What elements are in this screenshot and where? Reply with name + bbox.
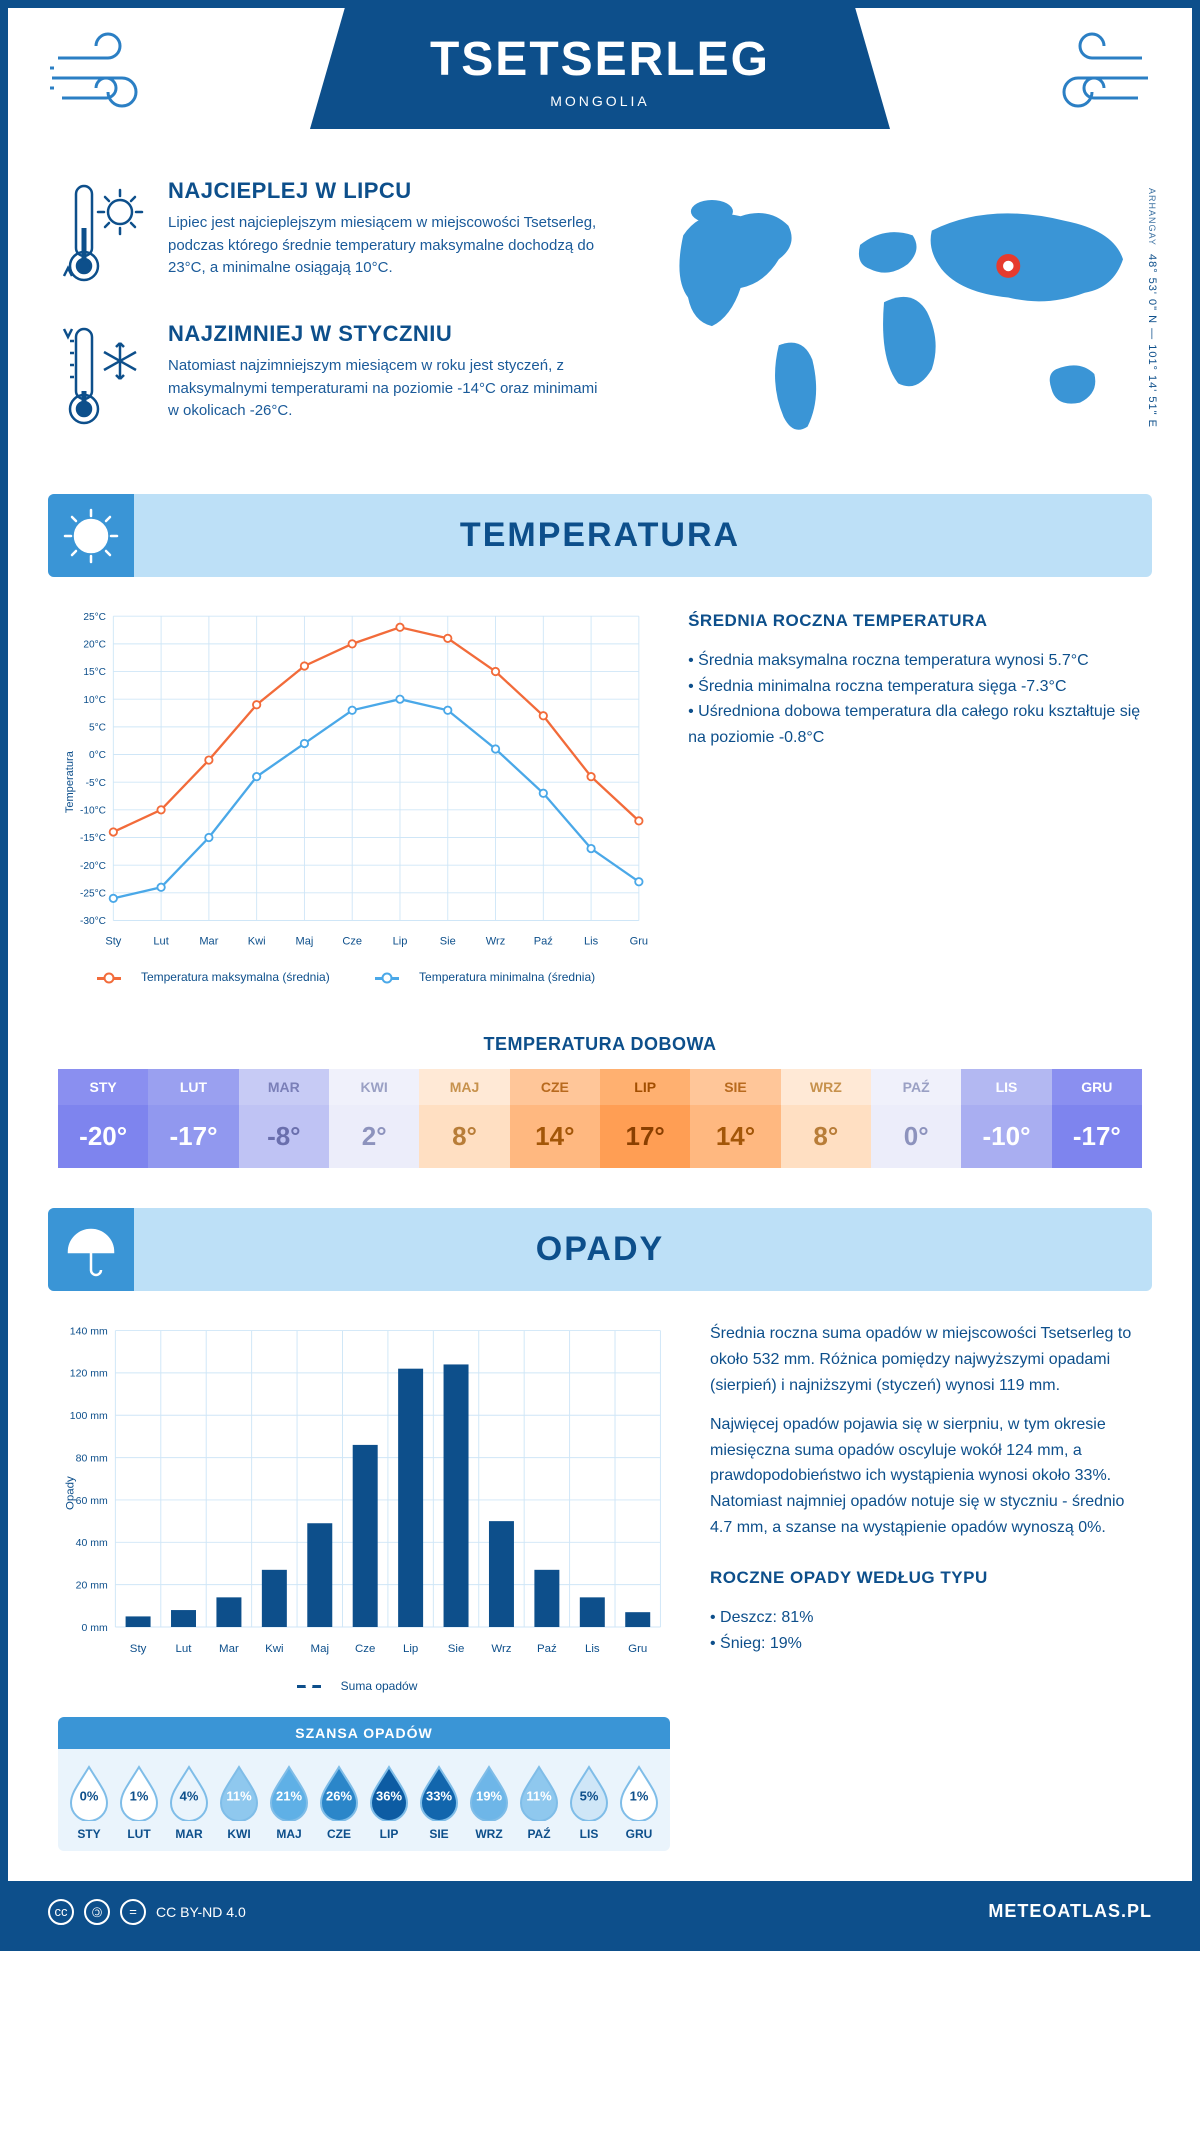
svg-text:Wrz: Wrz — [491, 1643, 511, 1655]
chance-drop: 36% LIP — [366, 1763, 412, 1841]
svg-text:25°C: 25°C — [83, 612, 106, 623]
sun-icon — [48, 494, 134, 577]
svg-text:5°C: 5°C — [89, 723, 106, 734]
svg-text:15°C: 15°C — [83, 667, 106, 678]
svg-text:0°C: 0°C — [89, 750, 106, 761]
chance-drop: 11% KWI — [216, 1763, 262, 1841]
svg-text:Maj: Maj — [296, 935, 314, 947]
svg-text:60 mm: 60 mm — [76, 1495, 108, 1507]
svg-text:Gru: Gru — [630, 935, 648, 947]
chance-drop: 19% WRZ — [466, 1763, 512, 1841]
chance-drop: 0% STY — [66, 1763, 112, 1841]
precip-type-list: Deszcz: 81%Śnieg: 19% — [710, 1605, 1142, 1656]
chance-drop: 33% SIE — [416, 1763, 462, 1841]
precip-chance-box: SZANSA OPADÓW 0% STY 1% LUT 4% MAR 11% K… — [58, 1717, 670, 1851]
svg-text:Sty: Sty — [105, 935, 121, 947]
svg-text:-30°C: -30°C — [80, 916, 106, 927]
svg-text:10°C: 10°C — [83, 695, 106, 706]
footer: cc 🄯 = CC BY-ND 4.0 METEOATLAS.PL — [8, 1881, 1192, 1943]
svg-text:120 mm: 120 mm — [70, 1368, 108, 1380]
svg-text:0 mm: 0 mm — [81, 1622, 108, 1634]
wind-icon — [48, 28, 168, 128]
chance-drop: 21% MAJ — [266, 1763, 312, 1841]
chance-drop: 11% PAŹ — [516, 1763, 562, 1841]
thermometer-sun-icon — [58, 178, 148, 293]
svg-text:Cze: Cze — [342, 935, 362, 947]
svg-text:-15°C: -15°C — [80, 833, 106, 844]
svg-text:20 mm: 20 mm — [76, 1580, 108, 1592]
city-name: TSETSERLEG — [430, 32, 770, 87]
svg-text:Kwi: Kwi — [248, 935, 266, 947]
svg-text:Mar: Mar — [199, 935, 218, 947]
svg-text:Paź: Paź — [537, 1643, 557, 1655]
svg-text:Mar: Mar — [219, 1643, 239, 1655]
chance-drop: 26% CZE — [316, 1763, 362, 1841]
svg-text:-20°C: -20°C — [80, 861, 106, 872]
coldest-fact: NAJZIMNIEJ W STYCZNIU Natomiast najzimni… — [58, 321, 605, 436]
svg-text:40 mm: 40 mm — [76, 1537, 108, 1549]
temperature-section-header: TEMPERATURA — [48, 494, 1152, 577]
svg-text:Sie: Sie — [448, 1643, 465, 1655]
precip-legend: Suma opadów — [58, 1679, 670, 1693]
svg-text:20°C: 20°C — [83, 640, 106, 651]
thermometer-snow-icon — [58, 321, 148, 436]
svg-text:Opady: Opady — [64, 1476, 76, 1510]
svg-text:100 mm: 100 mm — [70, 1410, 108, 1422]
svg-text:Lis: Lis — [585, 1643, 600, 1655]
chance-drop: 5% LIS — [566, 1763, 612, 1841]
svg-text:Lut: Lut — [176, 1643, 193, 1655]
header: TSETSERLEG MONGOLIA — [8, 8, 1192, 168]
world-map — [645, 178, 1142, 446]
annual-temp-heading: ŚREDNIA ROCZNA TEMPERATURA — [688, 607, 1142, 634]
svg-text:Cze: Cze — [355, 1643, 375, 1655]
svg-text:140 mm: 140 mm — [70, 1326, 108, 1338]
warmest-text: Lipiec jest najcieplejszym miesiącem w m… — [168, 212, 605, 280]
license: cc 🄯 = CC BY-ND 4.0 — [48, 1899, 246, 1925]
annual-temp-bullets: Średnia maksymalna roczna temperatura wy… — [688, 648, 1142, 750]
svg-text:80 mm: 80 mm — [76, 1453, 108, 1465]
country-name: MONGOLIA — [430, 93, 770, 109]
warmest-fact: NAJCIEPLEJ W LIPCU Lipiec jest najcieple… — [58, 178, 605, 293]
precip-para-2: Najwięcej opadów pojawia się w sierpniu,… — [710, 1412, 1142, 1540]
svg-text:Lis: Lis — [584, 935, 599, 947]
daily-temp-table: STYLUTMARKWIMAJCZELIPSIEWRZPAŹLISGRU-20°… — [58, 1069, 1142, 1168]
precip-type-heading: ROCZNE OPADY WEDŁUG TYPU — [710, 1564, 1142, 1591]
svg-text:Wrz: Wrz — [486, 935, 505, 947]
title-tab: TSETSERLEG MONGOLIA — [310, 8, 890, 129]
coldest-text: Natomiast najzimniejszym miesiącem w rok… — [168, 355, 605, 423]
svg-text:Lut: Lut — [153, 935, 168, 947]
daily-temp-title: TEMPERATURA DOBOWA — [8, 1034, 1192, 1055]
brand: METEOATLAS.PL — [988, 1901, 1152, 1922]
svg-text:Sty: Sty — [130, 1643, 147, 1655]
warmest-title: NAJCIEPLEJ W LIPCU — [168, 178, 605, 204]
svg-text:Gru: Gru — [628, 1643, 647, 1655]
svg-text:Temperatura: Temperatura — [64, 750, 76, 813]
precip-para-1: Średnia roczna suma opadów w miejscowośc… — [710, 1321, 1142, 1398]
chance-drop: 1% GRU — [616, 1763, 662, 1841]
svg-text:Lip: Lip — [403, 1643, 418, 1655]
svg-text:Kwi: Kwi — [265, 1643, 283, 1655]
svg-text:-25°C: -25°C — [80, 889, 106, 900]
svg-text:Paź: Paź — [534, 935, 553, 947]
svg-text:-5°C: -5°C — [86, 778, 106, 789]
coordinates: ARHANGAY 48° 53' 0" N — 101° 14' 51" E — [1146, 188, 1158, 428]
precip-section-header: OPADY — [48, 1208, 1152, 1291]
svg-text:Maj: Maj — [311, 1643, 329, 1655]
temp-chart-legend: Temperatura maksymalna (średnia) Tempera… — [58, 970, 648, 984]
coldest-title: NAJZIMNIEJ W STYCZNIU — [168, 321, 605, 347]
svg-text:-10°C: -10°C — [80, 806, 106, 817]
svg-text:Sie: Sie — [440, 935, 456, 947]
temperature-line-chart: -30°C -25°C -20°C -15°C -10°C -5°C 0°C 5°C 10°C 1… — [58, 607, 648, 957]
umbrella-icon — [48, 1208, 134, 1291]
svg-text:Lip: Lip — [393, 935, 408, 947]
chance-drop: 1% LUT — [116, 1763, 162, 1841]
wind-icon — [1032, 28, 1152, 128]
precip-bar-chart: 0 mm 20 mm 40 mm 60 mm 80 mm 100 mm 120 mm 140 … — [58, 1321, 670, 1665]
chance-drop: 4% MAR — [166, 1763, 212, 1841]
